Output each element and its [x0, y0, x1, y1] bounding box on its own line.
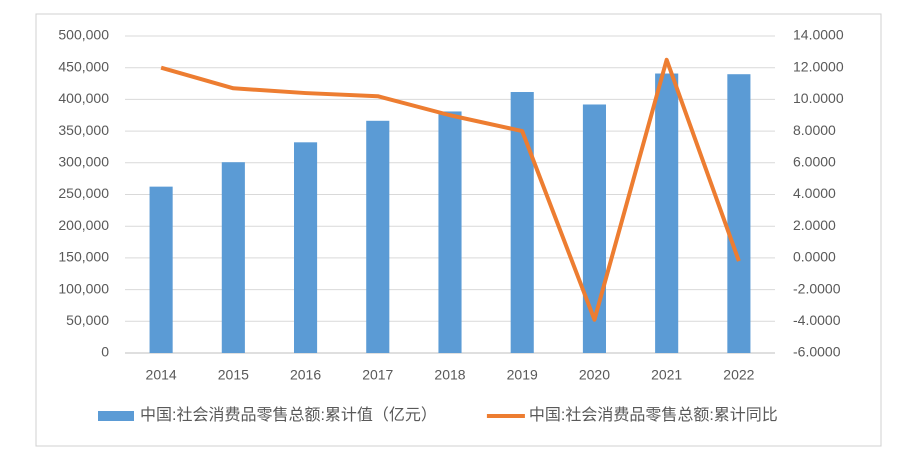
y-tick-label: 500,000 — [58, 27, 109, 43]
x-tick-label: 2021 — [651, 367, 682, 383]
y-tick-label: 450,000 — [58, 58, 109, 74]
legend-swatch — [98, 411, 134, 421]
y-tick-label: 250,000 — [58, 185, 109, 201]
bar — [149, 186, 173, 353]
bar — [655, 73, 679, 353]
y-tick-label: 150,000 — [58, 249, 109, 265]
line — [160, 57, 741, 322]
legend-label: 中国:社会消费品零售总额:累计同比 — [529, 406, 778, 424]
bar — [366, 120, 390, 354]
y-tick-label: 350,000 — [58, 122, 109, 138]
y-tick-label: 300,000 — [58, 154, 109, 170]
x-tick-label: 2018 — [434, 367, 465, 383]
x-tick-label: 2014 — [146, 367, 177, 383]
y2-tick-label: 10.0000 — [793, 90, 844, 106]
y2-tick-label: 2.0000 — [793, 217, 836, 233]
y2-tick-label: 0.0000 — [793, 249, 836, 265]
x-tick-label: 2016 — [290, 367, 321, 383]
y-tick-label: 200,000 — [58, 217, 109, 233]
bar — [438, 111, 462, 353]
bar — [727, 74, 751, 353]
x-tick-label: 2017 — [362, 367, 393, 383]
y-tick-label: 50,000 — [66, 312, 109, 328]
y2-tick-label: -2.0000 — [793, 280, 841, 296]
bar — [294, 142, 318, 353]
bar — [510, 92, 534, 354]
x-tick-label: 2020 — [579, 367, 610, 383]
y2-tick-label: 6.0000 — [793, 154, 836, 170]
y2-tick-label: -6.0000 — [793, 344, 841, 360]
legend-label: 中国:社会消费品零售总额:累计值（亿元） — [140, 406, 437, 424]
y2-tick-label: 14.0000 — [793, 27, 844, 43]
y2-tick-label: 8.0000 — [793, 122, 836, 138]
y2-tick-label: 12.0000 — [793, 58, 844, 74]
x-tick-label: 2015 — [218, 367, 249, 383]
bar — [582, 104, 606, 354]
y-tick-label: 0 — [101, 344, 109, 360]
x-tick-label: 2022 — [723, 367, 754, 383]
x-tick-label: 2019 — [507, 367, 538, 383]
y-tick-label: 100,000 — [58, 280, 109, 296]
y2-tick-label: 4.0000 — [793, 185, 836, 201]
bar — [221, 162, 245, 353]
y-tick-label: 400,000 — [58, 90, 109, 106]
y2-tick-label: -4.0000 — [793, 312, 841, 328]
